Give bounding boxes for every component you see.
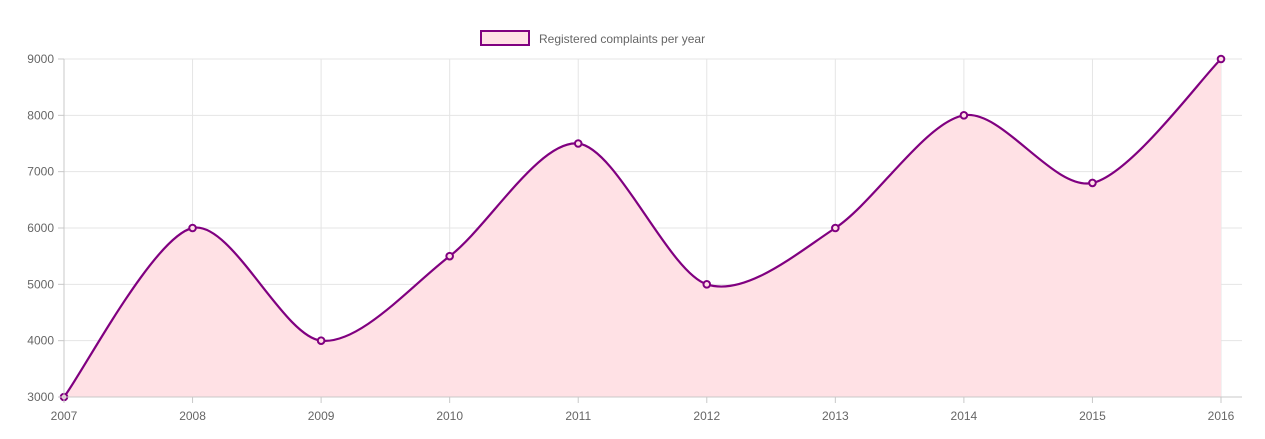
point-layer xyxy=(59,54,1226,402)
data-point[interactable] xyxy=(831,223,840,233)
data-point[interactable] xyxy=(316,336,326,345)
y-tick-label: 6000 xyxy=(27,221,54,235)
data-point[interactable] xyxy=(1216,54,1226,64)
x-tick-label: 2008 xyxy=(179,409,206,423)
x-tick-label: 2016 xyxy=(1208,409,1235,423)
y-tick-label: 8000 xyxy=(27,108,54,122)
series-line xyxy=(63,58,1222,398)
x-tick-label: 2010 xyxy=(436,409,463,423)
data-point[interactable] xyxy=(702,280,712,289)
data-point[interactable] xyxy=(188,223,197,233)
y-tick-label: 3000 xyxy=(27,390,54,404)
data-point[interactable] xyxy=(573,139,583,148)
axis-layer: 3000 4000 5000 6000 7000 8000 9000 2007 2008 2009… xyxy=(27,52,1242,423)
x-tick-label: 2015 xyxy=(1079,409,1106,423)
data-point[interactable] xyxy=(1088,178,1097,188)
y-tick-label: 9000 xyxy=(27,52,54,66)
y-tick-label: 7000 xyxy=(27,165,54,179)
x-tick-label: 2014 xyxy=(951,409,978,423)
x-tick-label: 2013 xyxy=(822,409,849,423)
x-tick-label: 2009 xyxy=(308,409,335,423)
area-layer xyxy=(64,59,1221,397)
legend[interactable]: Registered complaints per year xyxy=(480,30,705,46)
y-tick-label: 5000 xyxy=(27,277,54,291)
line-layer xyxy=(63,58,1222,398)
x-tick-label: 2012 xyxy=(693,409,720,423)
legend-swatch[interactable] xyxy=(480,30,530,46)
legend-label[interactable]: Registered complaints per year xyxy=(539,32,705,46)
data-point[interactable] xyxy=(445,251,454,261)
y-tick-label: 4000 xyxy=(27,334,54,348)
series-area-fill xyxy=(64,59,1221,397)
x-tick-label: 2007 xyxy=(51,409,78,423)
data-point[interactable] xyxy=(959,111,969,120)
x-tick-label: 2011 xyxy=(565,409,591,423)
